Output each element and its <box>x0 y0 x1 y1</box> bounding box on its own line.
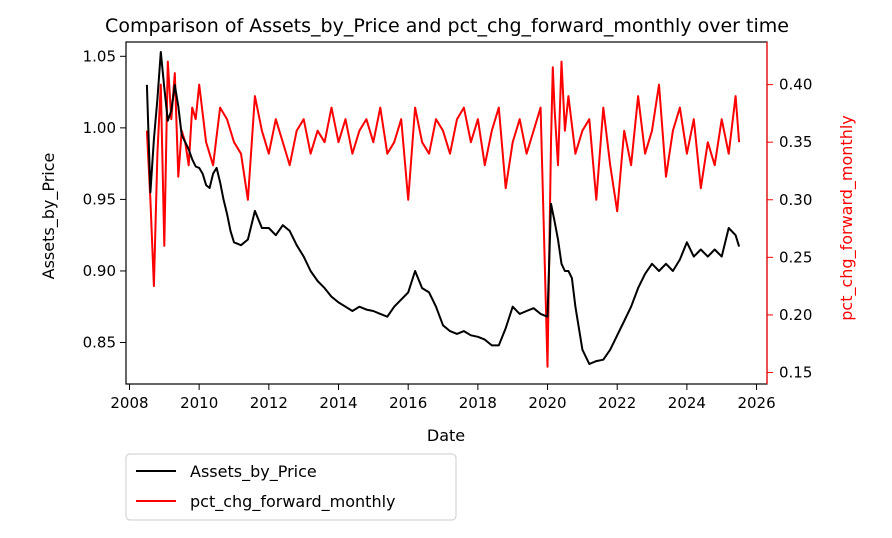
y-axis-right: 0.15 0.20 0.25 0.30 0.35 0.40 <box>767 76 812 381</box>
x-axis: 2008 2010 2012 2014 2016 2018 2020 2022 2024 2026 <box>110 384 776 412</box>
y-tick-label-right: 0.15 <box>779 363 812 381</box>
series-layer <box>145 51 741 368</box>
legend: Assets_by_Price pct_chg_forward_monthly <box>125 453 457 521</box>
legend-label-pct: pct_chg_forward_monthly <box>190 492 396 512</box>
y-tick-label-left: 1.05 <box>83 47 116 65</box>
plot-frame <box>125 41 768 385</box>
chart-title: Comparison of Assets_by_Price and pct_ch… <box>105 15 789 37</box>
y-tick-label-left: 0.85 <box>83 334 116 352</box>
x-tick-label: 2014 <box>319 394 357 412</box>
y-tick-label-right: 0.25 <box>779 248 812 266</box>
y-tick-label-left: 0.90 <box>83 262 116 280</box>
x-tick-label: 2020 <box>528 394 566 412</box>
y-tick-label-right: 0.40 <box>779 76 812 94</box>
legend-box <box>125 453 457 521</box>
x-tick-label: 2010 <box>180 394 218 412</box>
y-tick-label-right: 0.20 <box>779 306 812 324</box>
x-tick-label: 2026 <box>737 394 775 412</box>
x-tick-label: 2024 <box>668 394 706 412</box>
x-axis-label: Date <box>427 426 465 445</box>
legend-label-assets: Assets_by_Price <box>190 462 317 482</box>
x-tick-label: 2012 <box>250 394 288 412</box>
x-tick-label: 2016 <box>389 394 427 412</box>
y-axis-label-left: Assets_by_Price <box>39 153 59 280</box>
x-tick-label: 2008 <box>110 394 148 412</box>
series-line-pct-chg-forward-monthly <box>145 60 741 368</box>
x-tick-label: 2018 <box>459 394 497 412</box>
series-line-assets-by-price <box>145 51 741 365</box>
y-tick-label-left: 1.00 <box>83 119 116 137</box>
y-tick-label-right: 0.35 <box>779 133 812 151</box>
y-tick-label-right: 0.30 <box>779 191 812 209</box>
y-axis-left: 0.85 0.90 0.95 1.00 1.05 <box>83 47 126 352</box>
y-tick-label-left: 0.95 <box>83 190 116 208</box>
y-axis-label-right: pct_chg_forward_monthly <box>837 115 857 321</box>
x-tick-label: 2022 <box>598 394 636 412</box>
